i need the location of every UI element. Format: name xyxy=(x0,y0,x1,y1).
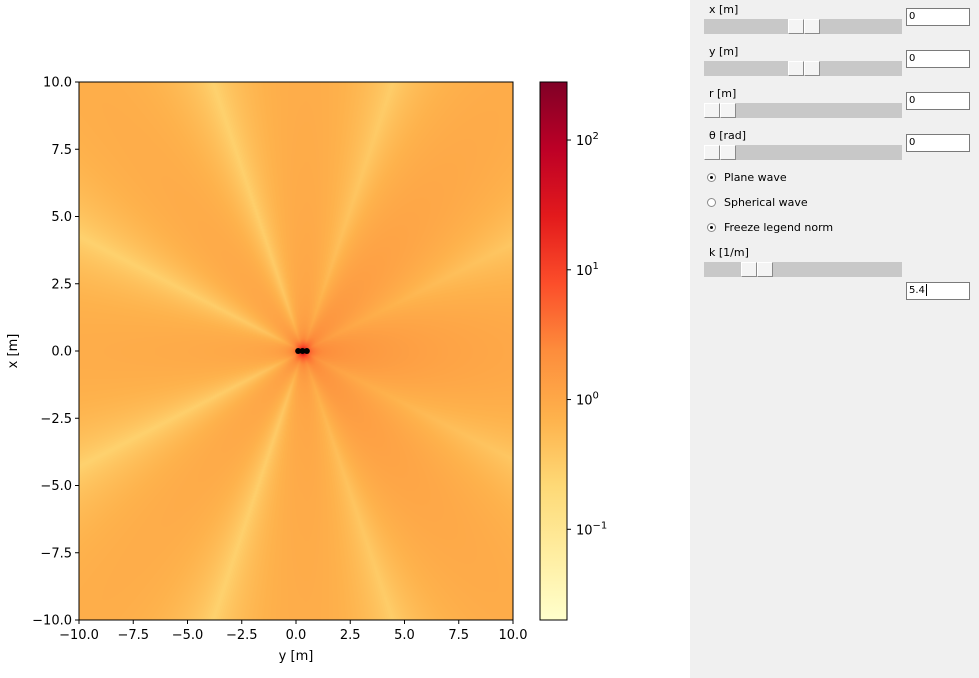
control-panel: x [m] 0 y [m] 0 r [m] 0 θ [rad] 0 Plane … xyxy=(690,0,979,678)
x-tick-label: 10.0 xyxy=(499,628,528,643)
x-tick-label: −2.5 xyxy=(226,628,258,643)
x-slider-label: x [m] xyxy=(709,3,739,16)
colorbar xyxy=(539,81,568,621)
y-tick-label: −10.0 xyxy=(32,614,72,629)
y-tick-label: −7.5 xyxy=(40,546,72,561)
x-axis-label: y [m] xyxy=(279,649,314,664)
k-slider-handle[interactable] xyxy=(741,262,773,277)
source-marker xyxy=(303,348,310,354)
x-value-input[interactable]: 0 xyxy=(906,8,970,26)
y-tick-label: 2.5 xyxy=(51,277,72,292)
x-tick-label: 0.0 xyxy=(286,628,307,643)
y-value-input[interactable]: 0 xyxy=(906,50,970,68)
k-slider[interactable] xyxy=(704,262,902,277)
k-slider-label: k [1/m] xyxy=(709,246,749,259)
y-axis-label: x [m] xyxy=(6,334,21,369)
freeze-legend-option[interactable]: Freeze legend norm xyxy=(707,221,833,234)
spherical-wave-option[interactable]: Spherical wave xyxy=(707,196,808,209)
colorbar-tick-label: 102 xyxy=(576,131,599,149)
x-tick-label: 5.0 xyxy=(394,628,415,643)
x-tick-label: 2.5 xyxy=(340,628,361,643)
k-value-input[interactable]: 5.4 xyxy=(906,282,970,300)
x-tick-label: 7.5 xyxy=(448,628,469,643)
theta-value-input[interactable]: 0 xyxy=(906,134,970,152)
source-marker xyxy=(299,348,306,354)
x-tick-label: −5.0 xyxy=(172,628,204,643)
theta-slider-handle[interactable] xyxy=(704,145,736,160)
x-tick-label: −10.0 xyxy=(59,628,99,643)
plane-wave-radio-icon[interactable] xyxy=(707,173,716,182)
y-tick-label: 10.0 xyxy=(43,76,72,91)
r-slider-handle[interactable] xyxy=(704,103,736,118)
spherical-wave-label: Spherical wave xyxy=(724,196,808,209)
plane-wave-option[interactable]: Plane wave xyxy=(707,171,787,184)
y-tick-label: 0.0 xyxy=(51,345,72,360)
y-tick-label: −5.0 xyxy=(40,479,72,494)
y-slider-handle[interactable] xyxy=(788,61,820,76)
heatmap-figure: −10.0 −7.5 −5.0 −2.5 0.0 2.5 5.0 7.5 10.0 10.0 7.5… xyxy=(6,76,607,665)
r-value-input[interactable]: 0 xyxy=(906,92,970,110)
theta-slider[interactable] xyxy=(704,145,902,160)
x-slider[interactable] xyxy=(704,19,902,34)
y-slider-label: y [m] xyxy=(709,45,739,58)
y-slider[interactable] xyxy=(704,61,902,76)
theta-slider-label: θ [rad] xyxy=(709,129,747,142)
colorbar-tick-label: 100 xyxy=(576,391,599,409)
freeze-legend-radio-icon[interactable] xyxy=(707,223,716,232)
k-value-text: 5.4 xyxy=(909,285,925,296)
y-tick-label: 5.0 xyxy=(51,210,72,225)
colorbar-tick-label: 10−1 xyxy=(576,520,607,538)
y-tick-label: 7.5 xyxy=(51,143,72,158)
colorbar-tick-label: 101 xyxy=(576,261,599,279)
r-slider-label: r [m] xyxy=(709,87,737,100)
r-slider[interactable] xyxy=(704,103,902,118)
plot-area: −10.0 −7.5 −5.0 −2.5 0.0 2.5 5.0 7.5 10.0 10.0 7.5… xyxy=(6,75,608,665)
y-tick-label: −2.5 xyxy=(40,412,72,427)
source-marker xyxy=(295,348,302,354)
freeze-legend-label: Freeze legend norm xyxy=(724,221,834,234)
plane-wave-label: Plane wave xyxy=(724,171,787,184)
spherical-wave-radio-icon[interactable] xyxy=(707,198,716,207)
x-tick-label: −7.5 xyxy=(117,628,149,643)
x-slider-handle[interactable] xyxy=(788,19,820,34)
text-cursor xyxy=(925,284,927,296)
